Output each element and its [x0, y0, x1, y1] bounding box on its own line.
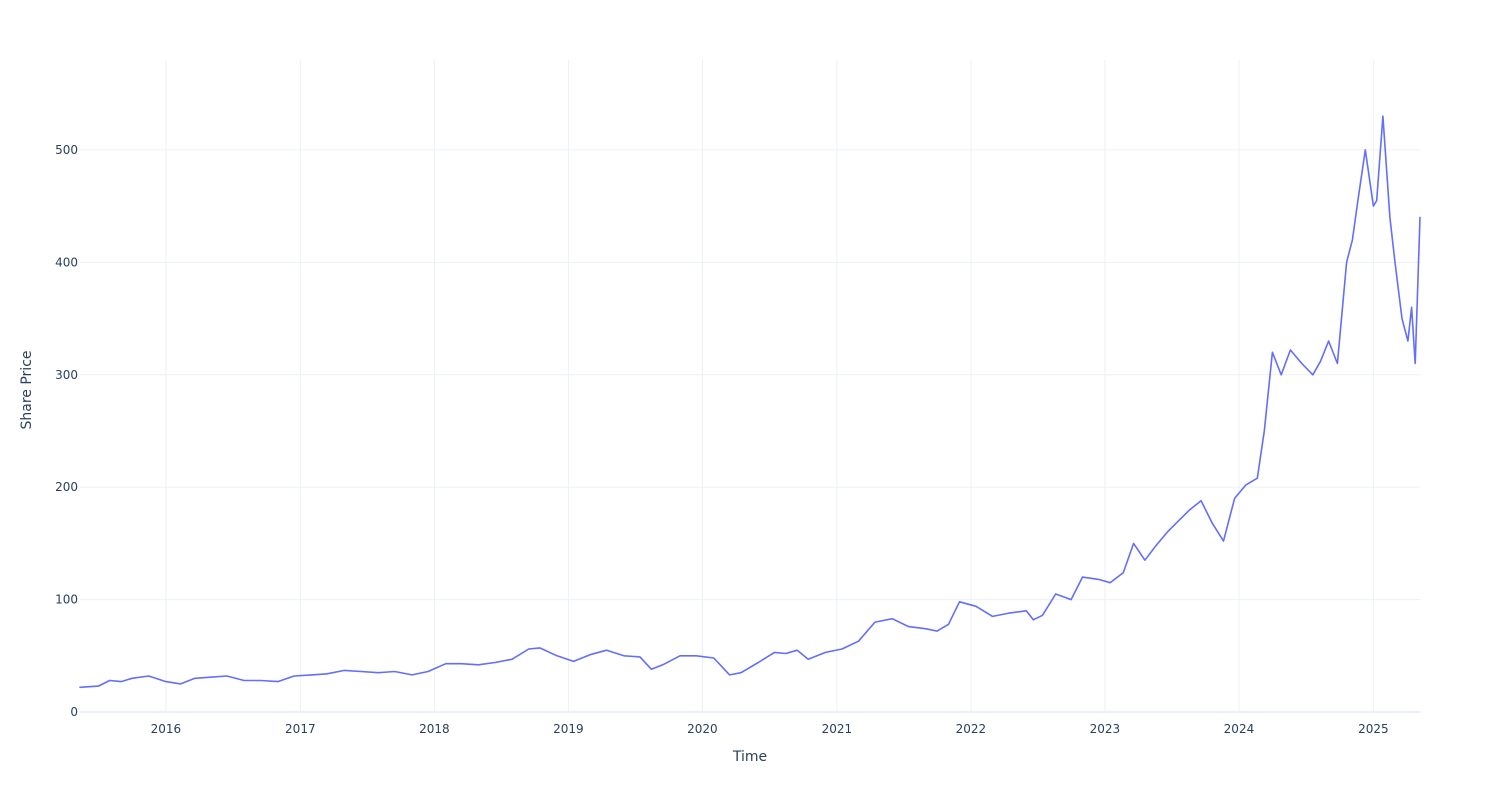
x-tick-label: 2016 [151, 722, 182, 736]
x-tick-label: 2023 [1090, 722, 1121, 736]
y-tick-labels: 0 100 200 300 400 500 [55, 143, 78, 719]
x-tick-label: 2021 [822, 722, 853, 736]
x-tick-label: 2020 [687, 722, 718, 736]
y-gridlines [80, 149, 1420, 713]
series-layer [79, 115, 1421, 689]
x-axis-title: Time [732, 749, 767, 765]
y-tick-label: 400 [55, 255, 78, 269]
x-tick-labels: 2016 2017 2018 2019 2020 2021 2022 2023 2024 2025 [151, 722, 1389, 736]
y-axis-title: Share Price [19, 350, 35, 429]
x-gridlines [165, 60, 1374, 712]
y-tick-label: 300 [55, 368, 78, 382]
x-tick-label: 2022 [956, 722, 987, 736]
x-tick-label: 2024 [1224, 722, 1255, 736]
y-tick-label: 100 [55, 593, 78, 607]
y-tick-label: 200 [55, 480, 78, 494]
x-tick-label: 2025 [1358, 722, 1389, 736]
y-tick-label: 500 [55, 143, 78, 157]
x-tick-label: 2018 [419, 722, 450, 736]
y-tick-label: 0 [70, 705, 78, 719]
series-line [79, 115, 1421, 689]
x-tick-label: 2017 [285, 722, 316, 736]
x-tick-label: 2019 [553, 722, 584, 736]
